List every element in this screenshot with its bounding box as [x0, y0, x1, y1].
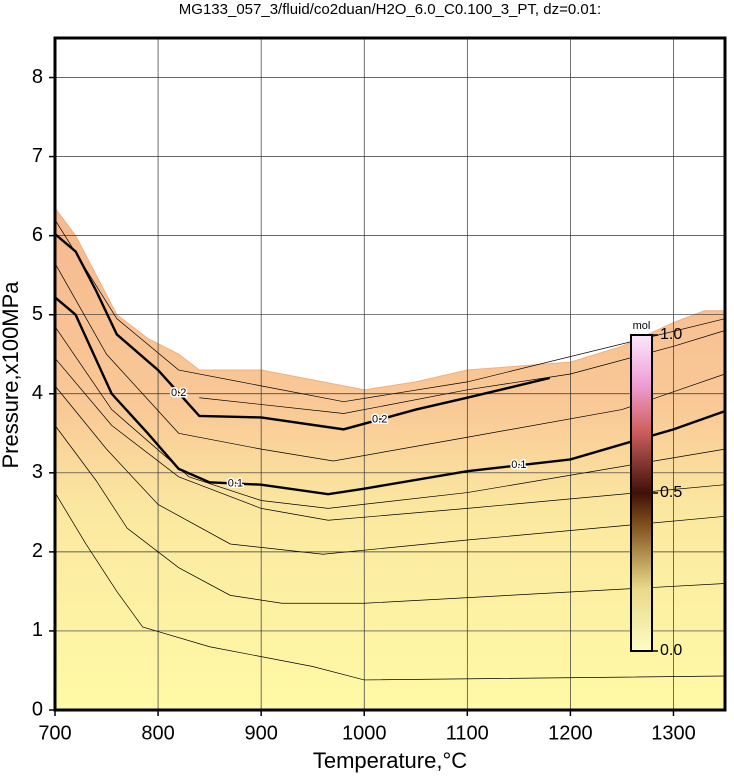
- contour-line: [54, 425, 726, 604]
- x-axis-label: Temperature,°C: [313, 748, 467, 773]
- y-tick-label: 8: [32, 66, 43, 88]
- y-tick-label: 0: [32, 698, 43, 720]
- y-tick-label: 5: [32, 303, 43, 325]
- contour-line: [199, 330, 726, 414]
- contour-label: 0.1: [511, 459, 526, 471]
- y-tick-label: 1: [32, 619, 43, 641]
- colorbar-tick-label: 0.0: [660, 642, 682, 659]
- y-tick-label: 2: [32, 540, 43, 562]
- contour-line: [54, 263, 726, 462]
- colorbar-tick-label: 0.5: [660, 484, 682, 501]
- colorbar: [630, 334, 653, 652]
- x-tick-label: 1000: [342, 722, 387, 744]
- frame: [53, 36, 727, 712]
- x-tick-label: 1300: [651, 722, 696, 744]
- contour-line: [54, 326, 726, 509]
- y-tick-label: 4: [32, 382, 43, 404]
- contour-line: [54, 385, 726, 555]
- contour-line: [54, 357, 726, 521]
- contour-label: 0.1: [228, 477, 243, 489]
- y-axis-label: Pressure,x100MPa: [0, 281, 23, 469]
- chart-title: MG133_057_3/fluid/co2duan/H2O_6.0_C0.100…: [179, 1, 601, 18]
- x-tick-label: 800: [141, 722, 174, 744]
- colorbar-tick-label: 1.0: [660, 326, 682, 343]
- contour-line-major: [54, 233, 551, 431]
- y-tick-label: 3: [32, 461, 43, 483]
- domain-fill: [55, 207, 725, 710]
- y-tick-label: 7: [32, 145, 43, 167]
- x-tick-label: 1200: [548, 722, 593, 744]
- y-tick-label: 6: [32, 224, 43, 246]
- x-tick-label: 900: [244, 722, 277, 744]
- contour-line: [54, 492, 726, 681]
- contour-line-major: [54, 296, 726, 496]
- contour-label: 0.2: [171, 387, 186, 399]
- colorbar-label: mol: [633, 320, 651, 332]
- x-tick-label: 700: [38, 722, 71, 744]
- x-tick-label: 1100: [446, 722, 489, 744]
- contour-label: 0.2: [372, 413, 387, 425]
- contour-line: [54, 219, 726, 403]
